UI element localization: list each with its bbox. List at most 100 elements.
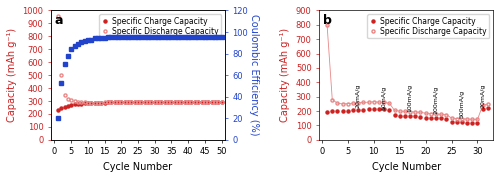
Specific Discharge Capacity — [138, 101, 144, 103]
Specific Charge Capacity — [350, 109, 356, 112]
Specific Charge Capacity — [485, 107, 491, 109]
Line: Specific Charge Capacity: Specific Charge Capacity — [326, 106, 490, 125]
Specific Charge Capacity — [464, 122, 470, 124]
Specific Charge Capacity — [112, 101, 117, 103]
Specific Discharge Capacity — [172, 101, 178, 103]
Specific Discharge Capacity — [350, 102, 356, 104]
Specific Discharge Capacity — [407, 111, 413, 113]
Specific Charge Capacity — [355, 109, 361, 111]
Specific Discharge Capacity — [58, 74, 64, 76]
Y-axis label: Coulombic Efficiency (%): Coulombic Efficiency (%) — [250, 14, 260, 136]
Text: 200mA/g: 200mA/g — [434, 86, 438, 114]
Specific Discharge Capacity — [78, 101, 84, 103]
Legend: Specific Charge Capacity, Specific Discharge Capacity: Specific Charge Capacity, Specific Disch… — [368, 14, 489, 38]
Specific Discharge Capacity — [208, 101, 214, 103]
Specific Discharge Capacity — [386, 102, 392, 104]
Specific Discharge Capacity — [122, 101, 128, 103]
Specific Discharge Capacity — [158, 101, 164, 103]
Specific Discharge Capacity — [438, 113, 444, 115]
Specific Charge Capacity — [145, 101, 151, 103]
Specific Charge Capacity — [85, 102, 91, 104]
Specific Discharge Capacity — [205, 101, 211, 103]
Specific Charge Capacity — [334, 110, 340, 112]
Specific Discharge Capacity — [102, 101, 107, 103]
Specific Discharge Capacity — [355, 102, 361, 104]
Y-axis label: Capacity (mAh g⁻¹): Capacity (mAh g⁻¹) — [7, 28, 17, 122]
Text: 20mA/g: 20mA/g — [480, 83, 485, 108]
Specific Charge Capacity — [459, 121, 465, 124]
Specific Charge Capacity — [92, 102, 98, 104]
Specific Charge Capacity — [412, 115, 418, 117]
Specific Charge Capacity — [195, 101, 201, 103]
Line: Specific Charge Capacity: Specific Charge Capacity — [56, 101, 223, 112]
Specific Charge Capacity — [345, 110, 351, 112]
Specific Discharge Capacity — [324, 24, 330, 26]
Specific Discharge Capacity — [371, 101, 377, 103]
Specific Discharge Capacity — [95, 101, 101, 104]
Specific Discharge Capacity — [202, 101, 208, 103]
Specific Charge Capacity — [396, 115, 402, 117]
Specific Discharge Capacity — [105, 101, 111, 103]
Specific Charge Capacity — [340, 110, 345, 112]
Specific Discharge Capacity — [55, 14, 61, 17]
X-axis label: Cycle Number: Cycle Number — [104, 162, 172, 172]
Specific Discharge Capacity — [330, 98, 336, 101]
Specific Discharge Capacity — [470, 118, 476, 120]
Specific Charge Capacity — [178, 101, 184, 103]
Specific Charge Capacity — [115, 101, 121, 103]
Specific Charge Capacity — [168, 101, 174, 103]
Specific Charge Capacity — [122, 101, 128, 103]
Specific Discharge Capacity — [459, 118, 465, 120]
Specific Charge Capacity — [98, 101, 104, 104]
Specific Discharge Capacity — [428, 112, 434, 115]
Specific Charge Capacity — [88, 102, 94, 104]
Specific Discharge Capacity — [128, 101, 134, 103]
Specific Charge Capacity — [175, 101, 181, 103]
Specific Charge Capacity — [215, 101, 221, 103]
Specific Charge Capacity — [138, 101, 144, 103]
Specific Discharge Capacity — [75, 101, 81, 103]
Specific Charge Capacity — [132, 101, 138, 103]
Specific Discharge Capacity — [175, 101, 181, 103]
Specific Charge Capacity — [212, 101, 218, 103]
Specific Discharge Capacity — [345, 103, 351, 105]
Specific Discharge Capacity — [381, 101, 387, 103]
Specific Discharge Capacity — [98, 101, 104, 104]
Specific Charge Capacity — [65, 105, 71, 107]
Specific Discharge Capacity — [82, 101, 87, 103]
Specific Discharge Capacity — [135, 101, 141, 103]
Specific Charge Capacity — [433, 117, 439, 119]
Specific Discharge Capacity — [155, 101, 161, 103]
Specific Discharge Capacity — [392, 109, 398, 112]
Specific Discharge Capacity — [165, 101, 171, 103]
Specific Charge Capacity — [148, 101, 154, 103]
Specific Discharge Capacity — [212, 101, 218, 103]
Specific Charge Capacity — [78, 103, 84, 105]
Text: 500mA/g: 500mA/g — [460, 90, 464, 118]
Specific Charge Capacity — [72, 103, 78, 105]
Specific Charge Capacity — [470, 122, 476, 124]
Specific Discharge Capacity — [218, 101, 224, 103]
Specific Charge Capacity — [135, 101, 141, 103]
Specific Discharge Capacity — [148, 101, 154, 103]
Text: a: a — [54, 14, 63, 27]
Specific Charge Capacity — [202, 101, 208, 103]
Specific Charge Capacity — [376, 108, 382, 110]
Specific Charge Capacity — [75, 103, 81, 105]
Specific Charge Capacity — [142, 101, 148, 103]
Specific Charge Capacity — [444, 117, 450, 120]
Specific Charge Capacity — [438, 117, 444, 119]
Specific Charge Capacity — [128, 101, 134, 103]
Specific Discharge Capacity — [464, 118, 470, 120]
Specific Discharge Capacity — [142, 101, 148, 103]
Text: b: b — [323, 14, 332, 27]
Specific Discharge Capacity — [195, 101, 201, 103]
Specific Charge Capacity — [428, 117, 434, 119]
Specific Charge Capacity — [185, 101, 191, 103]
Specific Charge Capacity — [205, 101, 211, 103]
Specific Discharge Capacity — [152, 101, 158, 103]
Specific Discharge Capacity — [115, 101, 121, 103]
Specific Charge Capacity — [55, 109, 61, 111]
Specific Charge Capacity — [454, 121, 460, 123]
Specific Charge Capacity — [371, 108, 377, 110]
